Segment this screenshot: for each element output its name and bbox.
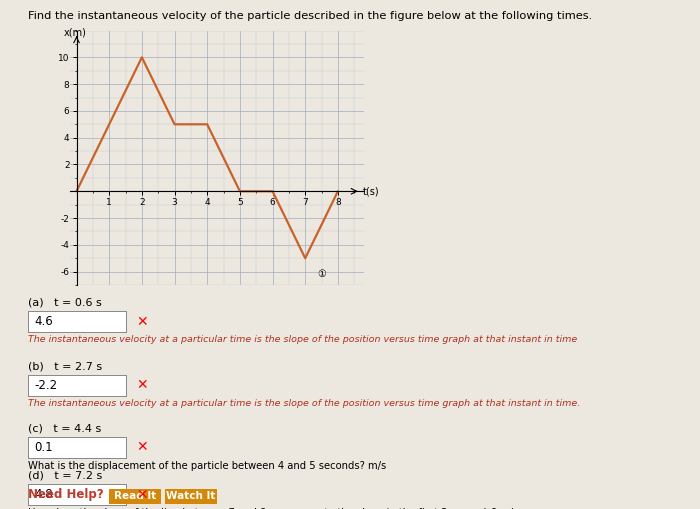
Text: The instantaneous velocity at a particular time is the slope of the position ver: The instantaneous velocity at a particul…: [28, 399, 580, 408]
Text: ✕: ✕: [136, 488, 148, 502]
Text: 0.1: 0.1: [34, 441, 52, 454]
Text: t(s): t(s): [363, 186, 379, 196]
Text: Find the instantaneous velocity of the particle described in the figure below at: Find the instantaneous velocity of the p…: [28, 11, 592, 21]
Text: ①: ①: [317, 269, 326, 279]
Text: (c)   t = 4.4 s: (c) t = 4.4 s: [28, 423, 101, 434]
Text: (a)   t = 0.6 s: (a) t = 0.6 s: [28, 298, 101, 308]
Text: (b)   t = 2.7 s: (b) t = 2.7 s: [28, 361, 102, 372]
Text: 4.8: 4.8: [34, 488, 52, 501]
Text: What is the displacement of the particle between 4 and 5 seconds? m/s: What is the displacement of the particle…: [28, 461, 386, 471]
Text: ✕: ✕: [136, 378, 148, 392]
Text: (d)   t = 7.2 s: (d) t = 7.2 s: [28, 471, 102, 481]
Text: Read It: Read It: [113, 491, 156, 501]
Text: ✕: ✕: [136, 315, 148, 329]
Text: The instantaneous velocity at a particular time is the slope of the position ver: The instantaneous velocity at a particul…: [28, 335, 578, 344]
Text: Need Help?: Need Help?: [28, 488, 104, 501]
Text: -2.2: -2.2: [34, 379, 57, 392]
Text: How does the slope of the line between 7 and 8 s compare to the slope in the fir: How does the slope of the line between 7…: [28, 508, 518, 509]
Text: x(m): x(m): [64, 27, 86, 37]
Text: ✕: ✕: [136, 440, 148, 455]
Text: 4.6: 4.6: [34, 315, 52, 328]
Text: Watch It: Watch It: [166, 491, 216, 501]
